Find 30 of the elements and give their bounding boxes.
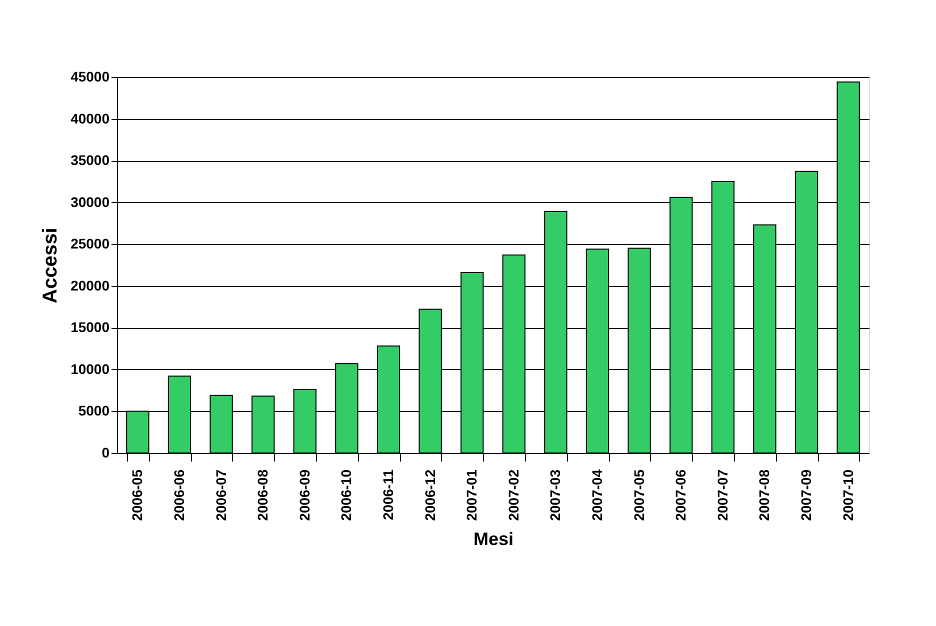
y-tick-label: 15000 xyxy=(70,319,110,336)
y-tick-label: 25000 xyxy=(70,236,110,252)
y-tick-label: 35000 xyxy=(70,152,110,168)
x-tick-label: 2007-10 xyxy=(840,469,856,521)
x-tick-label: 2006-11 xyxy=(380,469,396,520)
x-axis-title: Mesi xyxy=(473,528,514,549)
x-tick-label: 2006-08 xyxy=(254,469,271,521)
x-tick-label: 2006-05 xyxy=(129,469,146,521)
y-tick-label: 20000 xyxy=(70,277,110,294)
x-tick-label: 2007-01 xyxy=(464,469,480,521)
x-tick-label: 2007-05 xyxy=(630,469,647,521)
y-tick-label: 10000 xyxy=(70,360,110,377)
y-axis-title: Accessi xyxy=(40,228,62,304)
x-tick-label: 2007-06 xyxy=(672,469,689,521)
x-tick-label: 2007-03 xyxy=(547,469,564,521)
y-tick-label: 45000 xyxy=(70,68,110,84)
x-tick-label: 2006-07 xyxy=(212,469,229,521)
x-tick-label: 2007-04 xyxy=(589,469,606,521)
x-tick-label: 2006-12 xyxy=(422,469,438,521)
x-tick-label: 2007-08 xyxy=(756,469,772,521)
x-tick-label: 2006-06 xyxy=(170,469,187,521)
x-tick-label: 2006-09 xyxy=(296,469,312,521)
y-tick-label: 40000 xyxy=(70,110,110,126)
x-tick-label: 2007-07 xyxy=(714,469,730,521)
y-tick-label: 0 xyxy=(102,444,110,460)
x-tick-label: 2006-10 xyxy=(338,469,354,521)
y-tick-label: 30000 xyxy=(70,194,110,210)
x-tick-label: 2007-02 xyxy=(505,469,522,521)
x-tick-label: 2007-09 xyxy=(798,469,814,521)
y-tick-label: 5000 xyxy=(78,402,110,419)
